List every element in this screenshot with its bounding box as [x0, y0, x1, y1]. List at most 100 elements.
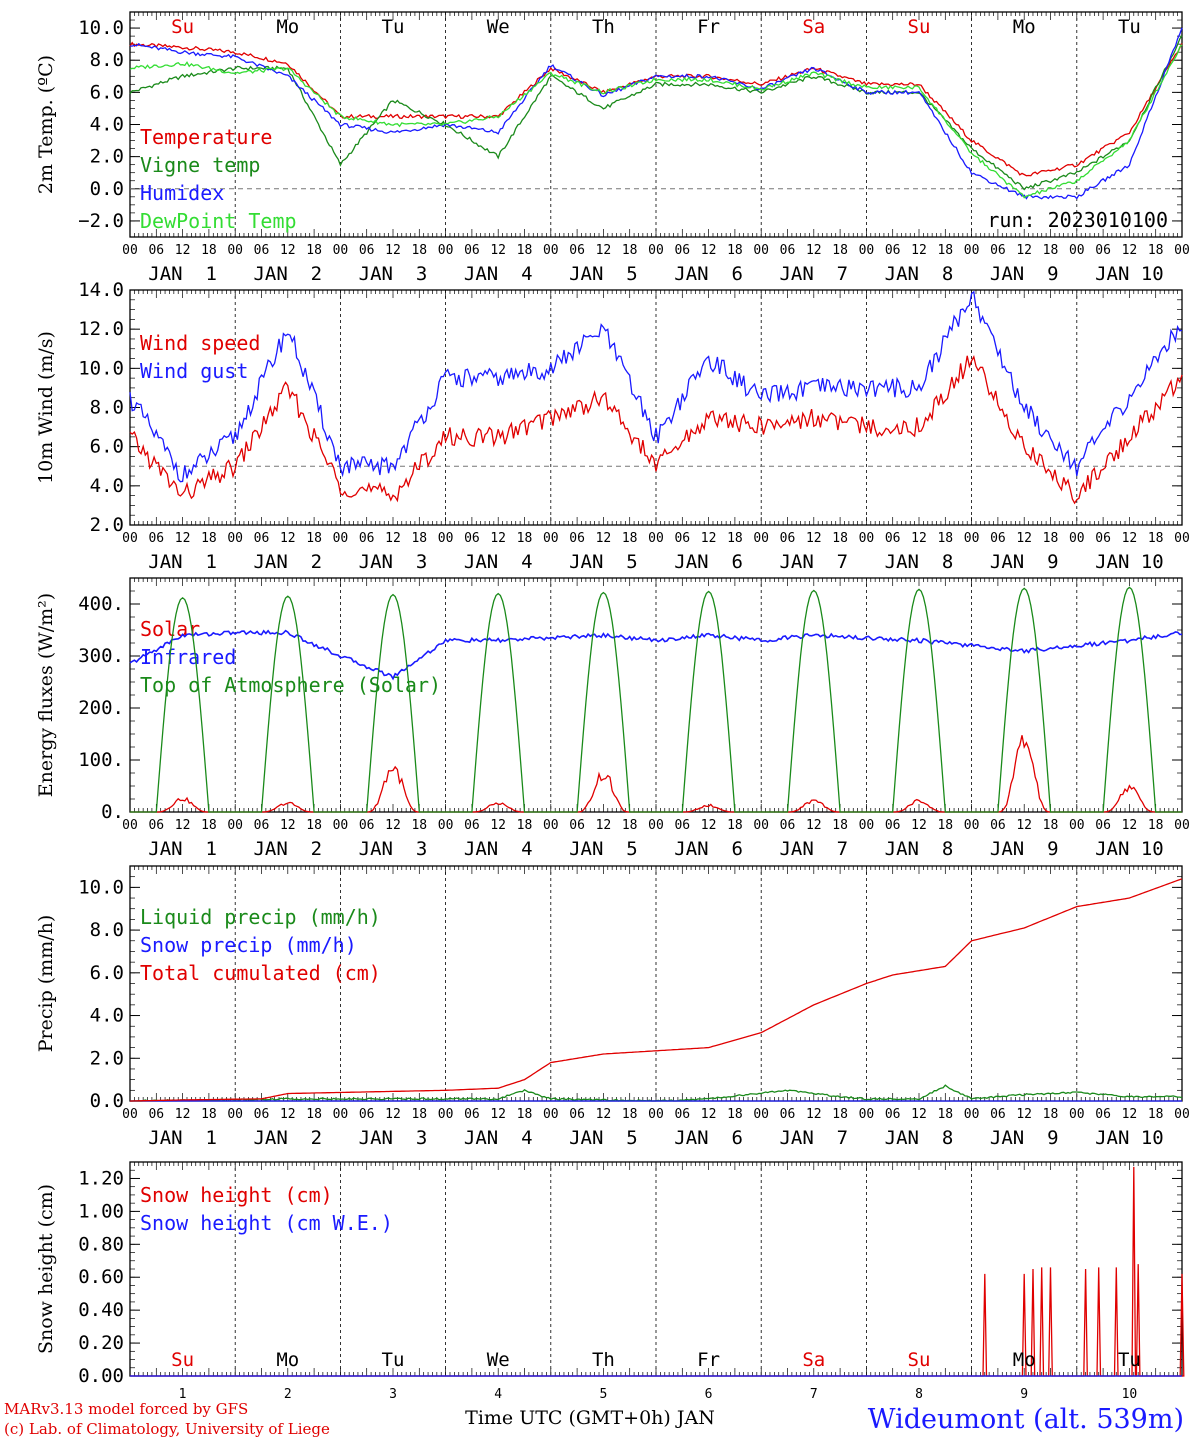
- hour-tick-label: 18: [1148, 531, 1164, 546]
- date-label: JAN 5: [569, 263, 638, 285]
- hour-tick-label: 06: [885, 243, 901, 258]
- hour-tick-label: 00: [1069, 531, 1085, 546]
- hour-tick-label: 12: [806, 1107, 822, 1122]
- y-tick-label: 4.0: [90, 1005, 124, 1027]
- hour-tick-label: 00: [543, 1107, 559, 1122]
- y-tick-label: 4.0: [90, 475, 124, 497]
- weekday-label: Tu: [382, 16, 405, 38]
- date-label: JAN 4: [464, 263, 533, 285]
- series-line-2: [129, 629, 1183, 681]
- weekday-label: Su: [908, 16, 931, 38]
- hour-tick-label: 00: [333, 531, 349, 546]
- date-label: JAN 4: [464, 1127, 533, 1149]
- hour-tick-label: 12: [911, 818, 927, 833]
- y-tick-label: 200.: [78, 697, 124, 719]
- y-tick-label: 0.0: [90, 178, 124, 200]
- hour-tick-label: 06: [569, 531, 585, 546]
- hour-tick-label: 06: [780, 531, 796, 546]
- date-label: JAN 9: [990, 1127, 1059, 1149]
- hour-tick-label: 06: [1095, 531, 1111, 546]
- date-label: JAN 2: [253, 551, 322, 573]
- hour-tick-label: 06: [148, 243, 164, 258]
- hour-tick-label: 12: [596, 818, 612, 833]
- weekday-label: Mo: [276, 1349, 299, 1371]
- weekday-label: Tu: [1118, 16, 1141, 38]
- hour-tick-label: 18: [1043, 243, 1059, 258]
- hour-tick-label: 06: [569, 1107, 585, 1122]
- hour-tick-label: 12: [280, 818, 296, 833]
- hour-tick-label: 18: [832, 1107, 848, 1122]
- hour-tick-label: 06: [990, 531, 1006, 546]
- hour-tick-label: 00: [859, 818, 875, 833]
- weekday-label: Mo: [1013, 1349, 1036, 1371]
- y-tick-label: 8.0: [90, 919, 124, 941]
- hour-tick-label: 18: [622, 243, 638, 258]
- legend-entry: Wind speed: [140, 331, 260, 355]
- panel-frame: [129, 11, 1183, 238]
- hour-tick-label: 00: [122, 531, 138, 546]
- hour-tick-label: 06: [1095, 243, 1111, 258]
- y-tick-label: 100.: [78, 749, 124, 771]
- y-tick-label: 0.00: [78, 1365, 124, 1387]
- hour-tick-label: 12: [385, 818, 401, 833]
- panel-2: 2.0 4.0 6.0 8.0 10.0 12.0 14.0 10m Wind (m/s) 00…: [35, 279, 1190, 573]
- date-label: JAN 7: [779, 1127, 848, 1149]
- hour-tick-label: 06: [674, 818, 690, 833]
- y-tick-label: 6.0: [90, 436, 124, 458]
- hour-tick-label: 12: [385, 531, 401, 546]
- footer: MARv3.13 model forced by GFS (c) Lab. of …: [4, 1400, 1184, 1438]
- hour-tick-label: 06: [1095, 1107, 1111, 1122]
- day-number-label: 4: [494, 1387, 502, 1402]
- day-number-label: 9: [1020, 1387, 1028, 1402]
- date-label: JAN 6: [674, 1127, 743, 1149]
- hour-tick-label: 06: [254, 531, 270, 546]
- legend-entry: Temperature: [140, 125, 272, 149]
- hour-tick-label: 06: [359, 818, 375, 833]
- date-label: JAN 1: [148, 838, 217, 860]
- y-tick-label: 12.0: [78, 318, 124, 340]
- series-line-2: [129, 290, 1183, 483]
- hour-tick-label: 06: [569, 243, 585, 258]
- y-tick-label: 8.0: [90, 397, 124, 419]
- hour-tick-label: 18: [306, 243, 322, 258]
- hour-tick-label: 06: [254, 1107, 270, 1122]
- hour-tick-label: 12: [806, 531, 822, 546]
- weekday-label: We: [487, 16, 510, 38]
- date-label: JAN 10: [1095, 551, 1164, 573]
- y-tick-label: 10.0: [78, 17, 124, 39]
- legend-entry: Snow precip (mm/h): [140, 933, 357, 957]
- date-label: JAN 4: [464, 838, 533, 860]
- hour-tick-label: 00: [648, 818, 664, 833]
- date-label: JAN 5: [569, 1127, 638, 1149]
- date-label: JAN 7: [779, 838, 848, 860]
- hour-tick-label: 06: [254, 243, 270, 258]
- hour-tick-label: 00: [227, 531, 243, 546]
- hour-tick-label: 00: [859, 243, 875, 258]
- hour-tick-label: 00: [964, 531, 980, 546]
- y-tick-label: 400.: [78, 593, 124, 615]
- hour-tick-label: 06: [148, 1107, 164, 1122]
- hour-tick-label: 00: [227, 1107, 243, 1122]
- series-line-3: [129, 27, 1183, 200]
- weekday-label: Th: [592, 16, 615, 38]
- hour-tick-label: 12: [1122, 1107, 1138, 1122]
- hour-tick-label: 12: [280, 1107, 296, 1122]
- hour-tick-label: 18: [622, 1107, 638, 1122]
- hour-tick-label: 18: [1043, 818, 1059, 833]
- hour-tick-label: 12: [596, 1107, 612, 1122]
- hour-tick-label: 06: [990, 1107, 1006, 1122]
- weekday-label: Tu: [382, 1349, 405, 1371]
- y-tick-label: 10.0: [78, 357, 124, 379]
- hour-tick-label: 18: [411, 243, 427, 258]
- hour-tick-label: 00: [1069, 1107, 1085, 1122]
- series-line-2: [129, 35, 1183, 191]
- panel-1: −2.0 0.0 2.0 4.0 6.0 8.0 10.0 2m Temp. (ºC) 00 06…: [35, 11, 1190, 285]
- hour-tick-label: 12: [490, 818, 506, 833]
- weekday-label: Sa: [802, 16, 825, 38]
- hour-tick-label: 06: [990, 818, 1006, 833]
- date-label: JAN 1: [148, 551, 217, 573]
- hour-tick-label: 00: [333, 243, 349, 258]
- y-tick-label: 0.20: [78, 1332, 124, 1354]
- legend-entry: Infrared: [140, 645, 236, 669]
- weekday-label: Mo: [1013, 16, 1036, 38]
